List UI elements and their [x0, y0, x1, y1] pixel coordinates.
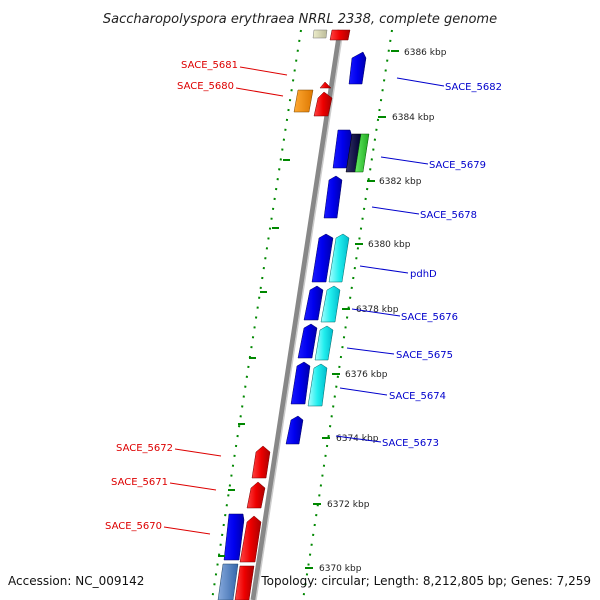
label-sace-5671: SACE_5671 [111, 477, 168, 488]
ruler-label-6370: 6370 kbp [319, 564, 362, 574]
label-sace-5670: SACE_5670 [105, 521, 162, 532]
forward-labels: SACE_5682 SACE_5679 SACE_5678 pdhD SACE_… [335, 77, 502, 449]
gene-partial-bottom-steel [217, 563, 239, 600]
gene-partial-top-red [329, 29, 351, 41]
gene-pdhd-blue [311, 233, 334, 283]
gene-sace-5680 [313, 91, 333, 117]
gene-sace-5676 [320, 285, 341, 323]
label-sace-5680: SACE_5680 [177, 81, 234, 92]
ruler-label-6386: 6386 kbp [404, 48, 447, 58]
ruler-label-6378: 6378 kbp [356, 305, 399, 315]
gene-sace-5679 [354, 133, 370, 173]
gene-sace-5672 [251, 445, 271, 479]
gene-sace-5676-blue [303, 285, 324, 321]
label-sace-5681: SACE_5681 [181, 60, 238, 71]
ruler-label-6380: 6380 kbp [368, 240, 411, 250]
label-sace-5679: SACE_5679 [429, 160, 486, 171]
ruler-label-6372: 6372 kbp [327, 500, 370, 510]
ruler-label-6384: 6384 kbp [392, 113, 435, 123]
gene-sace-5670-blue [223, 513, 245, 561]
gene-partial-bottom-red [234, 565, 255, 600]
gene-sace-5675-blue [297, 323, 318, 359]
gene-sace-5678 [323, 175, 343, 219]
gene-sace-5674 [307, 363, 328, 407]
label-sace-5672: SACE_5672 [116, 443, 173, 454]
label-pdhd: pdhD [410, 269, 437, 280]
gene-sace-5671 [246, 481, 266, 509]
gene-pdhd [328, 233, 350, 283]
label-sace-5675: SACE_5675 [396, 350, 453, 361]
left-ticks [218, 159, 290, 557]
gene-partial-top-beige [312, 29, 328, 39]
accession-text: Accession: NC_009142 [8, 574, 144, 588]
gene-sace-5670 [239, 515, 262, 563]
gene-sace-5681 [319, 81, 332, 89]
label-sace-5673: SACE_5673 [382, 438, 439, 449]
label-sace-5678: SACE_5678 [420, 210, 477, 221]
gene-sace-5674-blue [290, 361, 311, 405]
ruler-label-6382: 6382 kbp [379, 177, 422, 187]
gene-features [217, 29, 370, 600]
ruler-label-6376: 6376 kbp [345, 370, 388, 380]
gene-sace-5682 [348, 51, 367, 85]
gene-sace-5680-orange [293, 89, 314, 113]
genome-title: Saccharopolyspora erythraea NRRL 2338, c… [103, 12, 497, 27]
backbone [250, 29, 344, 600]
gene-sace-5673 [285, 415, 304, 445]
gene-sace-5675 [314, 325, 334, 361]
label-sace-5674: SACE_5674 [389, 391, 446, 402]
label-sace-5676: SACE_5676 [401, 312, 458, 323]
topology-text: Topology: circular; Length: 8,212,805 bp… [260, 574, 591, 588]
label-sace-5682: SACE_5682 [445, 82, 502, 93]
reverse-labels: SACE_5681 SACE_5680 SACE_5672 SACE_5671 … [105, 60, 288, 535]
